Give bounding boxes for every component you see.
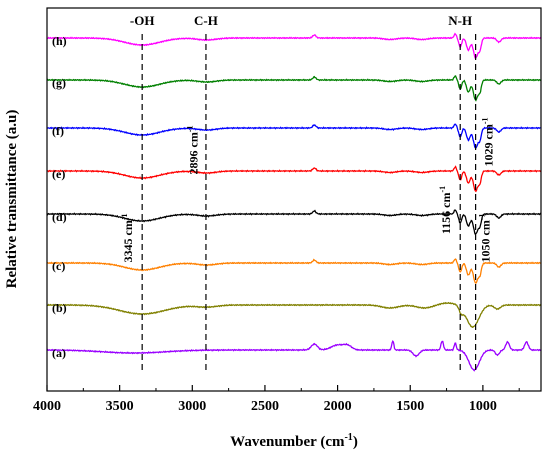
x-tick-label: 2500	[251, 399, 279, 414]
wavenumber-annotation: 2896 cm-1	[185, 126, 200, 175]
wavenumber-annotation: 1029 cm-1	[481, 118, 496, 167]
spectrum-line	[46, 258, 542, 284]
spectrum-line	[46, 209, 542, 236]
series-label: (g)	[52, 76, 66, 90]
spectrum-line	[46, 165, 542, 193]
spectrum-line	[46, 32, 542, 60]
series-label: (a)	[52, 346, 66, 360]
plot-frame	[46, 7, 542, 392]
series-label: (d)	[52, 210, 67, 224]
x-tick-label: 1000	[469, 399, 497, 414]
spectrum-line	[46, 75, 542, 102]
spectra-group	[46, 32, 542, 372]
series-label: (f)	[52, 124, 64, 138]
x-tick-label: 3000	[178, 399, 206, 414]
reference-lines-group: -OH C-H N-H	[130, 13, 477, 370]
x-axis-label-close: )	[353, 434, 358, 450]
series-label: (e)	[52, 167, 65, 181]
series-label: (b)	[52, 301, 67, 315]
x-tick-label: 3500	[106, 399, 134, 414]
spectrum-line	[46, 301, 541, 329]
series-label: (h)	[52, 34, 67, 48]
annotations-group: 3345 cm-1 2896 cm-1 1156 cm-1 1029 cm-1 1050…	[120, 118, 496, 263]
x-axis-label-base: Wavenumber (cm	[230, 434, 345, 450]
y-axis-label: Relative transmittance (a.u)	[4, 110, 20, 289]
spectrum-line	[46, 339, 542, 372]
series-label: (c)	[52, 259, 65, 273]
reference-line-label: -OH	[130, 13, 155, 28]
series-labels-group: (h) (g) (f) (e) (d) (c) (b) (a)	[52, 34, 67, 360]
x-tick-label: 2000	[324, 399, 352, 414]
x-tick-label: 1500	[396, 399, 424, 414]
x-axis-label: Wavenumber (cm-1)	[230, 432, 358, 450]
reference-line-label: N-H	[448, 13, 472, 28]
wavenumber-annotation: 1156 cm-1	[438, 186, 453, 234]
x-ticks-group: 4000 3500 3000 2500 2000 1500 1000	[33, 385, 520, 414]
reference-line-label: C-H	[194, 13, 218, 28]
wavenumber-annotation: 1050 cm-1	[478, 214, 493, 263]
x-axis-label-sup: -1	[344, 432, 352, 443]
spectrum-line	[47, 123, 541, 149]
wavenumber-annotation: 3345 cm-1	[120, 214, 135, 263]
x-tick-label: 4000	[33, 399, 61, 414]
